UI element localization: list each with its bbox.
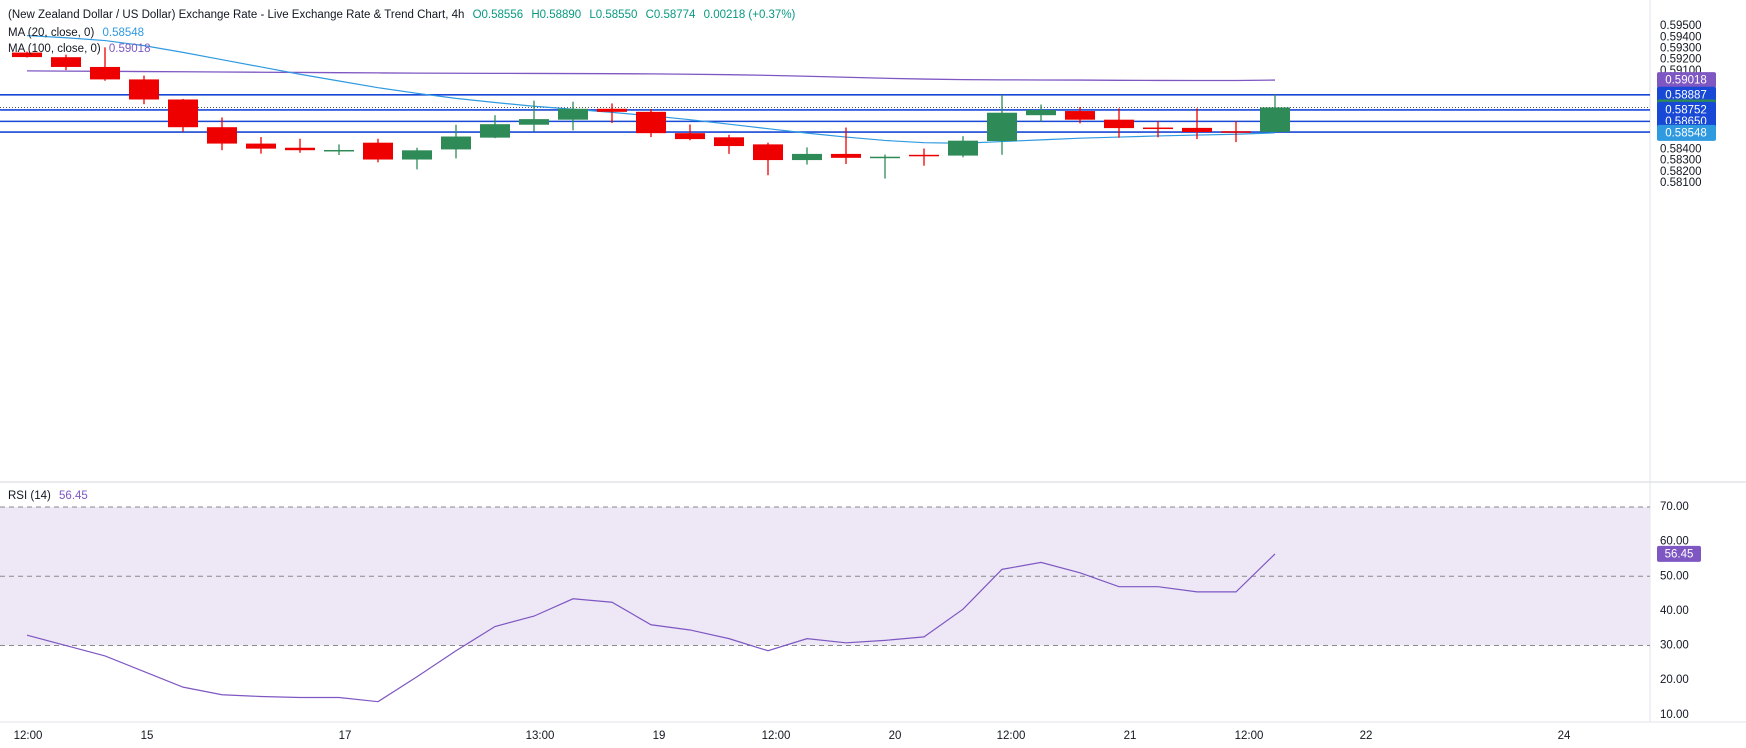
rsi-y-tick-label: 60.00 [1660, 536, 1689, 548]
candle-body[interactable] [948, 140, 978, 156]
price-tag [1657, 72, 1716, 89]
candle-body[interactable] [1260, 107, 1290, 132]
candle-body[interactable] [51, 57, 81, 67]
ma20-value: 0.58548 [102, 27, 145, 39]
y-tick-label: 0.59500 [1660, 20, 1702, 32]
candle-body[interactable] [168, 99, 198, 128]
price-tag-label: 0.59018 [1665, 75, 1707, 87]
x-tick-label: 21 [1124, 730, 1137, 742]
x-tick-label: 13:00 [526, 730, 555, 742]
candle-body[interactable] [441, 136, 471, 150]
y-tick-label: 0.59200 [1660, 54, 1702, 66]
candle-body[interactable] [402, 150, 432, 160]
candle-body[interactable] [1182, 127, 1212, 133]
rsi-y-tick-label: 40.00 [1660, 605, 1689, 617]
candle-body[interactable] [12, 52, 42, 58]
candle-body[interactable] [285, 147, 315, 151]
x-tick-label: 22 [1360, 730, 1373, 742]
candle-body[interactable] [636, 111, 666, 134]
candle-body[interactable] [870, 156, 900, 159]
y-tick-label: 0.58200 [1660, 166, 1702, 178]
candle-body[interactable] [831, 153, 861, 158]
rsi-value-tag-label: 56.45 [1665, 548, 1694, 560]
candle-body[interactable] [1065, 111, 1095, 120]
ma100-legend[interactable]: MA (100, close, 0) 0.59018 [8, 43, 155, 55]
ma100-line[interactable] [26, 70, 1276, 82]
ma100-value: 0.59018 [108, 43, 151, 55]
x-tick-label: 24 [1558, 730, 1571, 742]
candle-body[interactable] [90, 66, 120, 80]
rsi-value-tag [1657, 545, 1701, 562]
ohlc-open: O0.58556 [472, 9, 524, 21]
ma100-label: MA (100, close, 0) [8, 43, 101, 55]
rsi-value: 56.45 [59, 490, 88, 502]
candle-body[interactable] [1026, 109, 1056, 116]
candle-body[interactable] [1221, 131, 1251, 133]
rsi-y-tick-label: 30.00 [1660, 640, 1689, 652]
candle-body[interactable] [792, 153, 822, 161]
candle-body[interactable] [129, 79, 159, 100]
rsi-line[interactable] [26, 553, 1276, 703]
candle-body[interactable] [987, 112, 1017, 142]
ohlc-close: C0.58774 [645, 9, 696, 21]
candle-body[interactable] [597, 108, 627, 112]
candle-body[interactable] [558, 108, 588, 120]
candle-body[interactable] [246, 143, 276, 149]
x-tick-label: 12:00 [1235, 730, 1264, 742]
y-tick-label: 0.59300 [1660, 42, 1702, 54]
x-tick-label: 12:00 [762, 730, 791, 742]
chart-title: (New Zealand Dollar / US Dollar) Exchang… [8, 9, 465, 21]
y-tick-label: 0.58100 [1660, 177, 1702, 189]
x-tick-label: 15 [141, 730, 154, 742]
x-tick-label: 12:00 [14, 730, 43, 742]
x-tick-label: 12:00 [997, 730, 1026, 742]
ohlc-low: L0.58550 [589, 9, 638, 21]
price-tag-label: 0.58887 [1665, 89, 1707, 101]
candle-body[interactable] [909, 154, 939, 157]
y-tick-label: 0.58400 [1660, 143, 1702, 155]
price-tag-label: 0.58548 [1665, 127, 1707, 139]
rsi-y-tick-label: 10.00 [1660, 709, 1689, 721]
candle-body[interactable] [675, 133, 705, 140]
candle-body[interactable] [519, 119, 549, 125]
y-tick-label: 0.59400 [1660, 31, 1702, 43]
ma20-legend[interactable]: MA (20, close, 0) 0.58548 [8, 27, 149, 39]
x-tick-label: 20 [889, 730, 902, 742]
rsi-y-tick-label: 50.00 [1660, 570, 1689, 582]
candle-body[interactable] [1104, 119, 1134, 129]
candle-body[interactable] [714, 137, 744, 147]
price-tag [1657, 124, 1716, 141]
y-tick-label: 0.58300 [1660, 155, 1702, 167]
candle-body[interactable] [207, 127, 237, 144]
candle-body[interactable] [753, 144, 783, 161]
ohlc-change: 0.00218 (+0.37%) [703, 9, 796, 21]
chart-header: (New Zealand Dollar / US Dollar) Exchang… [8, 9, 800, 21]
candle-body[interactable] [363, 142, 393, 160]
price-tag [1657, 86, 1716, 103]
candle-body[interactable] [480, 124, 510, 138]
ohlc-high: H0.58890 [531, 9, 582, 21]
x-tick-label: 19 [653, 730, 666, 742]
rsi-label: RSI (14) [8, 490, 51, 502]
x-tick-label: 17 [339, 730, 352, 742]
candle-body[interactable] [324, 149, 354, 152]
rsi-legend[interactable]: RSI (14) 56.45 [8, 490, 93, 502]
rsi-y-tick-label: 20.00 [1660, 674, 1689, 686]
rsi-y-tick-label: 70.00 [1660, 501, 1689, 513]
ma20-label: MA (20, close, 0) [8, 27, 95, 39]
candle-body[interactable] [1143, 127, 1173, 130]
